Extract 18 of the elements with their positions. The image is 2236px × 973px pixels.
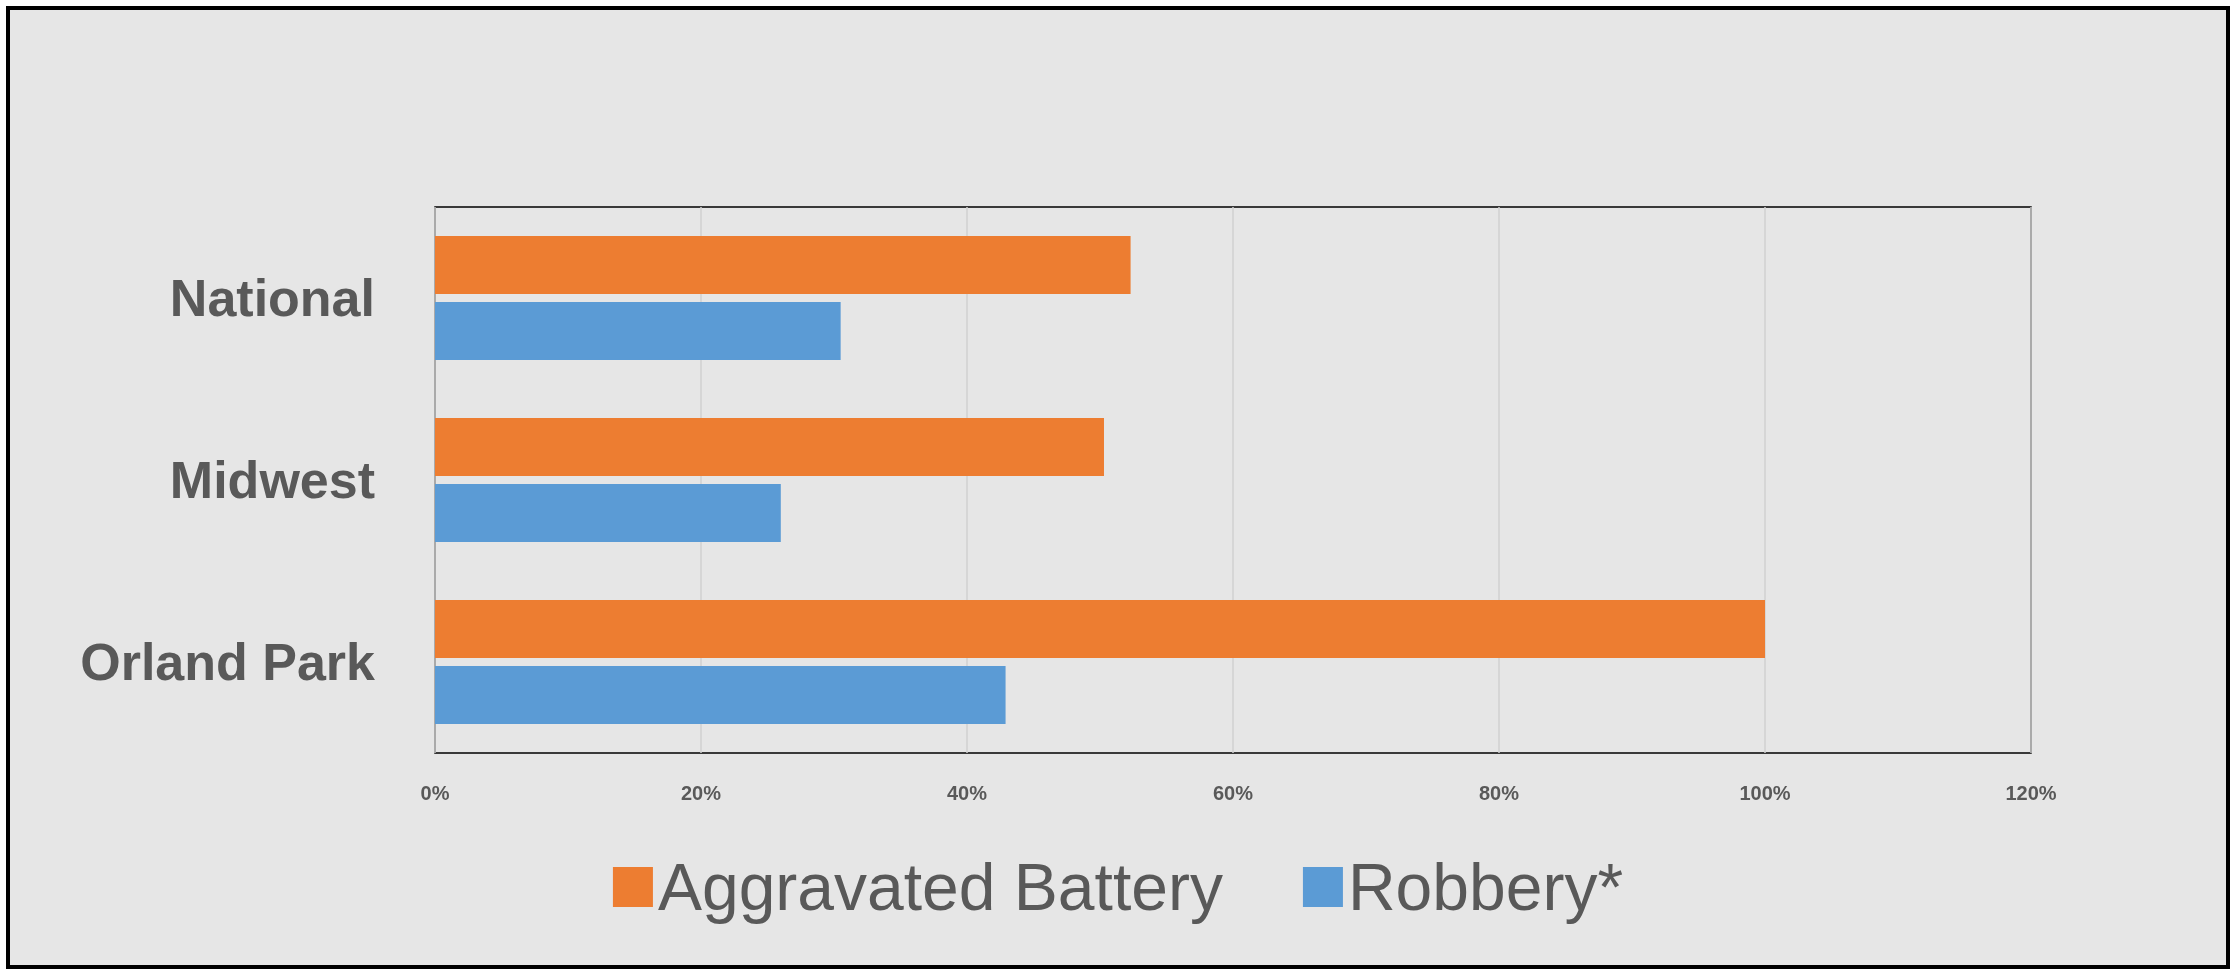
legend-label: Aggravated Battery <box>657 850 1223 924</box>
x-tick-label: 20% <box>680 782 722 804</box>
x-tick-label: 60% <box>1212 782 1254 804</box>
x-tick-label: 40% <box>946 782 988 804</box>
x-tick-label: 100% <box>1739 782 1791 804</box>
x-tick-label: 80% <box>1478 782 1520 804</box>
y-tick-label: National <box>169 269 375 327</box>
y-tick-label: Orland Park <box>80 633 376 691</box>
x-tick-label: 0% <box>420 782 450 804</box>
bar <box>435 235 1131 294</box>
y-tick-label: Midwest <box>169 451 375 509</box>
bar <box>435 484 781 543</box>
bar <box>435 599 1765 658</box>
bar <box>435 302 841 361</box>
bar <box>435 666 1006 725</box>
legend-label: Robbery* <box>1347 850 1624 924</box>
x-tick-label: 120% <box>2005 782 2057 804</box>
bar <box>435 417 1104 476</box>
